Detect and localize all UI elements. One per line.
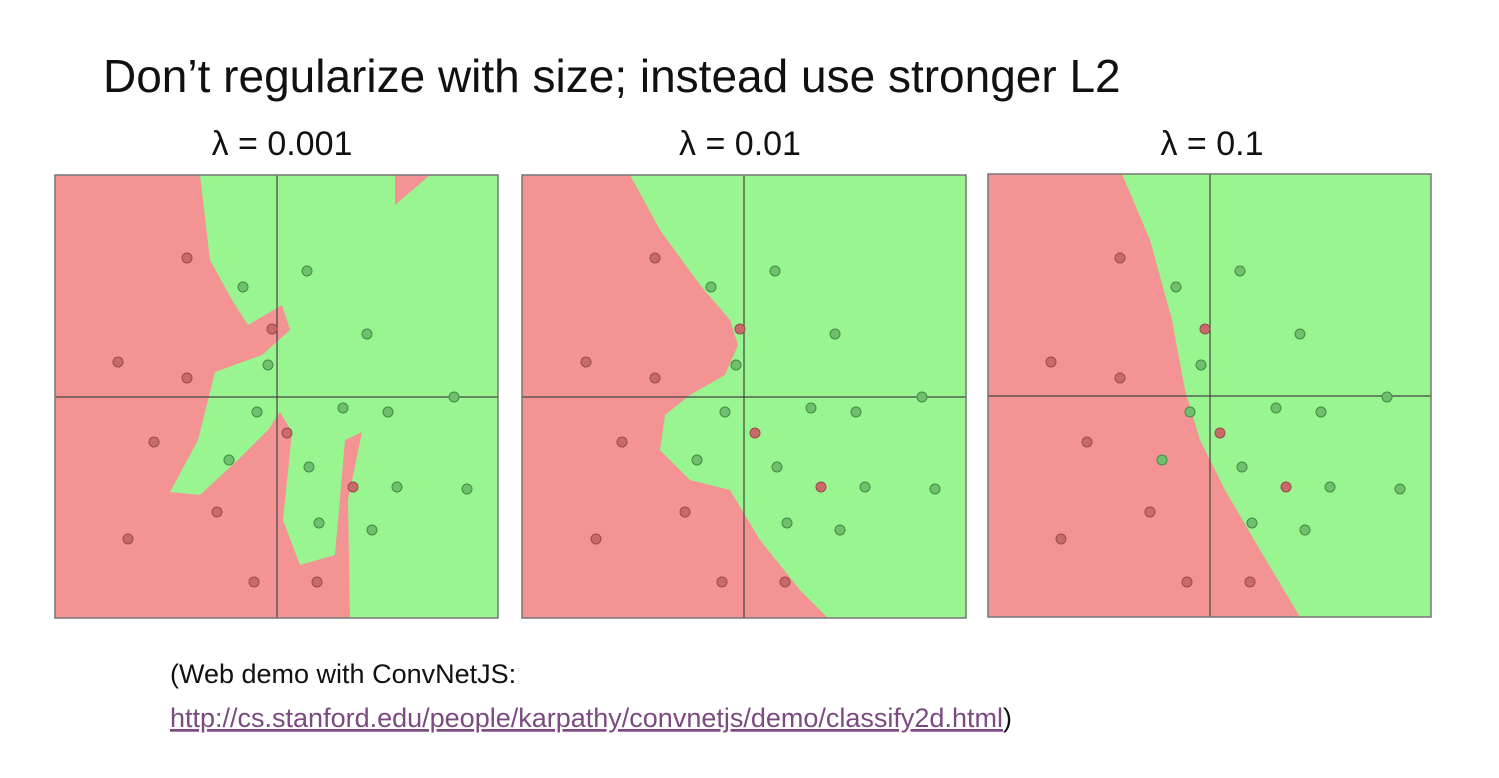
slide-title: Don’t regularize with size; instead use … [103,50,1121,102]
caption-suffix: ) [1003,703,1012,733]
panel-label: λ = 0.001 [212,125,353,163]
caption-line: http://cs.stanford.edu/people/karpathy/c… [170,703,1012,733]
panel-frame [521,174,967,619]
panel-frame [987,173,1432,618]
caption: (Web demo with ConvNetJS: [170,659,516,689]
panel-frame [54,174,499,619]
panel-label: λ = 0.01 [679,125,801,163]
demo-link[interactable]: http://cs.stanford.edu/people/karpathy/c… [170,703,1003,733]
panel-label: λ = 0.1 [1160,125,1263,163]
